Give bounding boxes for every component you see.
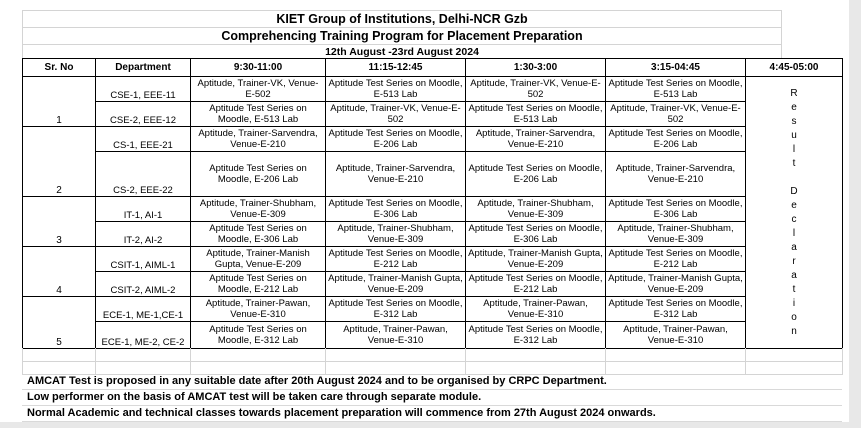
schedule-cell: Aptitude Test Series on Moodle, E-206 La… <box>465 151 606 197</box>
empty-grid-rows <box>22 348 843 375</box>
schedule-cell: Aptitude, Trainer-VK, Venue-E-502 <box>190 76 326 102</box>
sr-no-cell: 1 <box>22 76 96 127</box>
schedule-cell: Aptitude Test Series on Moodle, E-513 La… <box>605 76 746 102</box>
header-row: Sr. No Department 9:30-11:00 11:15-12:45… <box>22 58 843 77</box>
schedule-cell: Aptitude Test Series on Moodle, E-306 La… <box>190 221 326 247</box>
schedule-cell: Aptitude, Trainer-Sarvendra, Venue-E-210 <box>325 151 466 197</box>
table-row: IT-2, AI-2 Aptitude Test Series on Moodl… <box>23 221 843 247</box>
schedule-cell: Aptitude, Trainer-Manish Gupta, Venue-E-… <box>190 246 326 272</box>
schedule-cell: Aptitude Test Series on Moodle, E-513 La… <box>190 101 326 127</box>
note-normal-classes: Normal Academic and technical classes to… <box>22 406 842 422</box>
sr-no-cell: 3 <box>22 196 96 247</box>
col-header-slot-2: 11:15-12:45 <box>325 58 466 77</box>
schedule-cell: Aptitude, Trainer-Sarvendra, Venue-E-210 <box>605 151 746 197</box>
col-header-slot-3: 1:30-3:00 <box>465 58 606 77</box>
schedule-cell: Aptitude, Trainer-VK, Venue-E-502 <box>325 101 466 127</box>
schedule-cell: Aptitude Test Series on Moodle, E-312 La… <box>325 296 466 322</box>
note-amcat-test: AMCAT Test is proposed in any suitable d… <box>22 374 842 390</box>
schedule-cell: Aptitude Test Series on Moodle, E-206 La… <box>325 126 466 152</box>
title-block: KIET Group of Institutions, Delhi-NCR Gz… <box>22 10 782 59</box>
col-header-slot-4: 3:15-04:45 <box>605 58 746 77</box>
note-low-performer: Low performer on the basis of AMCAT test… <box>22 390 842 406</box>
schedule-cell: Aptitude Test Series on Moodle, E-212 La… <box>325 246 466 272</box>
department-cell: CSIT-1, AIML-1 <box>95 246 191 272</box>
department-cell: CSIT-2, AIML-2 <box>95 271 191 297</box>
department-cell: CSE-2, EEE-12 <box>95 101 191 127</box>
date-range: 12th August -23rd August 2024 <box>22 44 782 59</box>
program-subtitle: Comprehencing Training Program for Place… <box>22 27 782 45</box>
schedule-cell: Aptitude, Trainer-Shubham, Venue-E-309 <box>605 221 746 247</box>
schedule-cell: Aptitude, Trainer-Pawan, Venue-E-310 <box>190 296 326 322</box>
schedule-cell: Aptitude, Trainer-Manish Gupta, Venue-E-… <box>605 271 746 297</box>
schedule-cell: Aptitude, Trainer-Pawan, Venue-E-310 <box>605 321 746 349</box>
schedule-cell: Aptitude Test Series on Moodle, E-312 La… <box>190 321 326 349</box>
table-row: 4 CSIT-1, AIML-1 Aptitude, Trainer-Manis… <box>22 246 843 297</box>
department-cell: CS-2, EEE-22 <box>95 151 191 197</box>
schedule-cell: Aptitude, Trainer-Shubham, Venue-E-309 <box>325 221 466 247</box>
schedule-cell: Aptitude, Trainer-Shubham, Venue-E-309 <box>190 196 326 222</box>
table-row: 3 IT-1, AI-1 Aptitude, Trainer-Shubham, … <box>22 196 843 247</box>
table-row: CS-2, EEE-22 Aptitude Test Series on Moo… <box>23 151 843 197</box>
schedule-cell: Aptitude, Trainer-Manish Gupta, Venue-E-… <box>325 271 466 297</box>
schedule-cell: Aptitude Test Series on Moodle, E-212 La… <box>465 271 606 297</box>
schedule-cell: Aptitude, Trainer-Sarvendra, Venue-E-210 <box>190 126 326 152</box>
schedule-cell: Aptitude Test Series on Moodle, E-212 La… <box>190 271 326 297</box>
table-row: CSE-2, EEE-12 Aptitude Test Series on Mo… <box>23 101 843 127</box>
schedule-cell: Aptitude Test Series on Moodle, E-306 La… <box>325 196 466 222</box>
schedule-cell: Aptitude, Trainer-Sarvendra, Venue-E-210 <box>465 126 606 152</box>
department-cell: CSE-1, EEE-11 <box>95 76 191 102</box>
sr-no-cell: 4 <box>22 246 96 297</box>
footer-notes: AMCAT Test is proposed in any suitable d… <box>22 374 842 422</box>
schedule-cell: Aptitude Test Series on Moodle, E-513 La… <box>465 101 606 127</box>
schedule-cell: Aptitude, Trainer-Pawan, Venue-E-310 <box>325 321 466 349</box>
schedule-cell: Aptitude Test Series on Moodle, E-212 La… <box>605 246 746 272</box>
department-cell: ECE-1, ME-1,CE-1 <box>95 296 191 322</box>
schedule-cell: Aptitude, Trainer-Pawan, Venue-E-310 <box>465 296 606 322</box>
schedule-cell: Aptitude Test Series on Moodle, E-306 La… <box>465 221 606 247</box>
schedule-table: Sr. No Department 9:30-11:00 11:15-12:45… <box>22 58 843 349</box>
schedule-cell: Aptitude Test Series on Moodle, E-312 La… <box>605 296 746 322</box>
table-row: 5 ECE-1, ME-1,CE-1 Aptitude, Trainer-Paw… <box>22 296 843 349</box>
schedule-cell: Aptitude, Trainer-Shubham, Venue-E-309 <box>465 196 606 222</box>
table-row: 2 CS-1, EEE-21 Aptitude, Trainer-Sarvend… <box>22 126 843 197</box>
col-header-department: Department <box>95 58 191 77</box>
schedule-cell: Aptitude, Trainer-VK, Venue-E-502 <box>605 101 746 127</box>
sr-no-cell: 5 <box>22 296 96 349</box>
institution-title: KIET Group of Institutions, Delhi-NCR Gz… <box>22 10 782 28</box>
schedule-cell: Aptitude Test Series on Moodle, E-206 La… <box>190 151 326 197</box>
schedule-cell: Aptitude, Trainer-Manish Gupta, Venue-E-… <box>465 246 606 272</box>
schedule-cell: Aptitude Test Series on Moodle, E-513 La… <box>325 76 466 102</box>
schedule-cell: Aptitude Test Series on Moodle, E-312 La… <box>465 321 606 349</box>
sr-no-cell: 2 <box>22 126 96 197</box>
table-row: CSIT-2, AIML-2 Aptitude Test Series on M… <box>23 271 843 297</box>
schedule-cell: Aptitude, Trainer-VK, Venue-E-502 <box>465 76 606 102</box>
table-row: ECE-1, ME-2, CE-2 Aptitude Test Series o… <box>23 321 843 349</box>
spreadsheet-area: KIET Group of Institutions, Delhi-NCR Gz… <box>0 0 849 422</box>
col-header-sr-no: Sr. No <box>22 58 96 77</box>
department-cell: CS-1, EEE-21 <box>95 126 191 152</box>
table-row: 1 CSE-1, EEE-11 Aptitude, Trainer-VK, Ve… <box>22 76 843 349</box>
schedule-cell: Aptitude Test Series on Moodle, E-206 La… <box>605 126 746 152</box>
schedule-cell: Aptitude Test Series on Moodle, E-306 La… <box>605 196 746 222</box>
department-cell: IT-2, AI-2 <box>95 221 191 247</box>
department-cell: ECE-1, ME-2, CE-2 <box>95 321 191 349</box>
col-header-slot-1: 9:30-11:00 <box>190 58 326 77</box>
col-header-slot-5: 4:45-05:00 <box>745 58 843 77</box>
department-cell: IT-1, AI-1 <box>95 196 191 222</box>
